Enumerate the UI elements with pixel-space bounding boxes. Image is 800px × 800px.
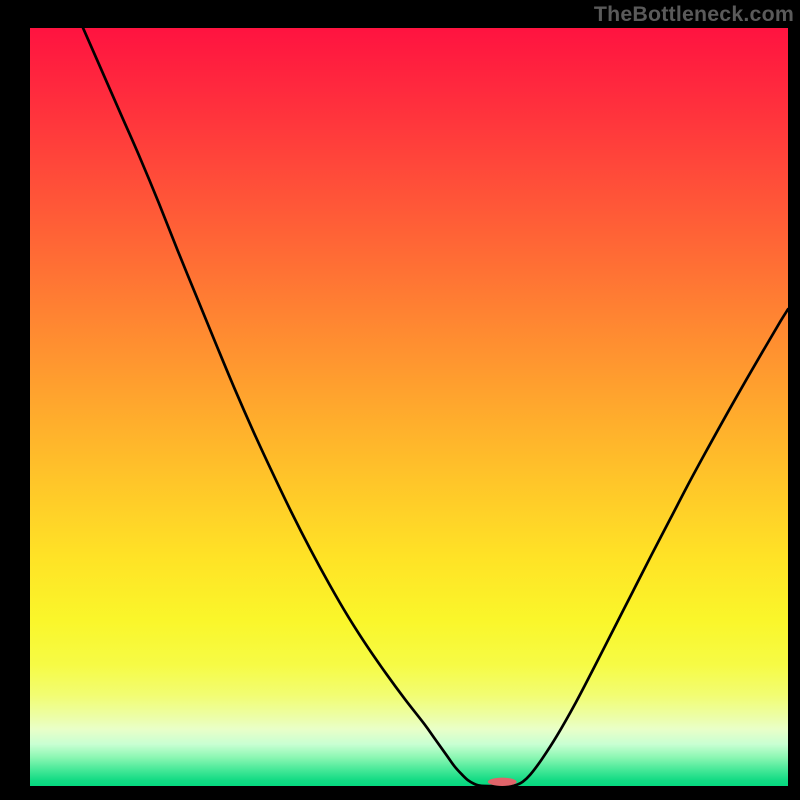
gradient-background bbox=[30, 28, 788, 786]
plot-svg bbox=[30, 28, 788, 786]
chart-frame: TheBottleneck.com bbox=[0, 0, 800, 800]
watermark-text: TheBottleneck.com bbox=[594, 2, 794, 27]
minimum-marker bbox=[488, 778, 517, 786]
plot-area bbox=[30, 28, 788, 786]
